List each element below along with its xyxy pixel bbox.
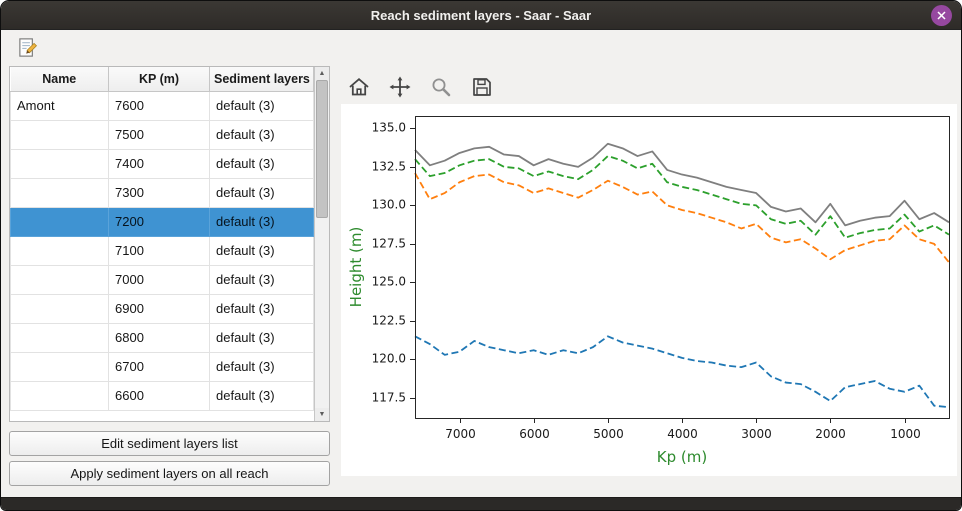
scroll-up-arrow[interactable]: ▲ — [315, 67, 329, 80]
sediment-profile-chart[interactable] — [341, 104, 957, 476]
cell-layers: default (3) — [209, 380, 314, 411]
cell-layers: default (3) — [209, 119, 314, 150]
table-row[interactable]: Amont 7600 default (3) — [10, 90, 314, 121]
table: Name KP (m) Sediment layers Amont 7600 d… — [10, 67, 314, 411]
edit-sediment-layers-tool-button[interactable] — [14, 34, 42, 62]
cell-kp: 7600 — [108, 90, 210, 121]
table-row[interactable]: 6800 default (3) — [10, 322, 314, 353]
cell-layers: default (3) — [209, 235, 314, 266]
cell-kp: 6600 — [108, 380, 210, 411]
cell-kp: 6900 — [108, 293, 210, 324]
cell-name — [10, 206, 109, 237]
cell-kp: 7000 — [108, 264, 210, 295]
app-toolbar — [1, 30, 961, 65]
cell-name — [10, 235, 109, 266]
col-header-kp[interactable]: KP (m) — [108, 67, 210, 92]
cell-name — [10, 380, 109, 411]
cell-kp: 7100 — [108, 235, 210, 266]
cell-name — [10, 351, 109, 382]
table-scrollbar[interactable]: ▲ ▼ — [314, 67, 329, 421]
cell-name — [10, 177, 109, 208]
close-icon — [937, 11, 946, 20]
main-content: Name KP (m) Sediment layers Amont 7600 d… — [1, 65, 961, 497]
cell-layers: default (3) — [209, 206, 314, 237]
col-header-sediment-layers[interactable]: Sediment layers — [209, 67, 314, 92]
left-buttons: Edit sediment layers list Apply sediment… — [9, 431, 330, 486]
pan-button[interactable] — [384, 72, 416, 102]
floppy-save-icon — [473, 78, 491, 96]
table-row[interactable]: 6700 default (3) — [10, 351, 314, 382]
col-header-name[interactable]: Name — [10, 67, 109, 92]
sediment-layers-table: Name KP (m) Sediment layers Amont 7600 d… — [9, 66, 330, 422]
table-row[interactable]: 6900 default (3) — [10, 293, 314, 324]
home-view-button[interactable] — [343, 72, 375, 102]
table-row[interactable]: 7400 default (3) — [10, 148, 314, 179]
cell-layers: default (3) — [209, 264, 314, 295]
zoom-button[interactable] — [425, 72, 457, 102]
cell-name — [10, 264, 109, 295]
cell-name — [10, 293, 109, 324]
edit-document-icon — [18, 37, 37, 57]
cell-kp: 7200 — [108, 206, 210, 237]
cell-layers: default (3) — [209, 351, 314, 382]
cell-layers: default (3) — [209, 177, 314, 208]
scrollbar-track[interactable] — [315, 80, 329, 408]
table-row[interactable]: 7000 default (3) — [10, 264, 314, 295]
scroll-down-arrow[interactable]: ▼ — [315, 408, 329, 421]
cell-name — [10, 119, 109, 150]
edit-sediment-layers-list-button[interactable]: Edit sediment layers list — [9, 431, 330, 456]
apply-sediment-layers-button[interactable]: Apply sediment layers on all reach — [9, 461, 330, 486]
cell-name — [10, 322, 109, 353]
left-panel: Name KP (m) Sediment layers Amont 7600 d… — [9, 66, 330, 497]
cell-kp: 6800 — [108, 322, 210, 353]
home-icon — [349, 78, 369, 96]
close-button[interactable] — [931, 5, 952, 26]
scrollbar-thumb[interactable] — [316, 80, 328, 218]
table-row[interactable]: 6600 default (3) — [10, 380, 314, 411]
cell-kp: 7300 — [108, 177, 210, 208]
table-row-selected[interactable]: 7200 default (3) — [10, 206, 314, 237]
cell-layers: default (3) — [209, 293, 314, 324]
table-row[interactable]: 7500 default (3) — [10, 119, 314, 150]
cell-kp: 6700 — [108, 351, 210, 382]
cell-kp: 7500 — [108, 119, 210, 150]
titlebar[interactable]: Reach sediment layers - Saar - Saar — [1, 1, 961, 30]
pan-arrows-icon — [389, 76, 411, 98]
cell-kp: 7400 — [108, 148, 210, 179]
plot-navigation-toolbar — [341, 66, 957, 104]
table-row[interactable]: 7300 default (3) — [10, 177, 314, 208]
cell-layers: default (3) — [209, 148, 314, 179]
cell-layers: default (3) — [209, 90, 314, 121]
figure-area — [341, 104, 957, 476]
magnifier-icon — [432, 78, 451, 97]
save-figure-button[interactable] — [466, 72, 498, 102]
window-footer — [1, 497, 961, 510]
table-row[interactable]: 7100 default (3) — [10, 235, 314, 266]
cell-layers: default (3) — [209, 322, 314, 353]
window-title: Reach sediment layers - Saar - Saar — [370, 7, 592, 23]
right-panel — [330, 66, 957, 497]
table-header-row: Name KP (m) Sediment layers — [10, 67, 314, 92]
cell-name — [10, 148, 109, 179]
cell-name: Amont — [10, 90, 109, 121]
